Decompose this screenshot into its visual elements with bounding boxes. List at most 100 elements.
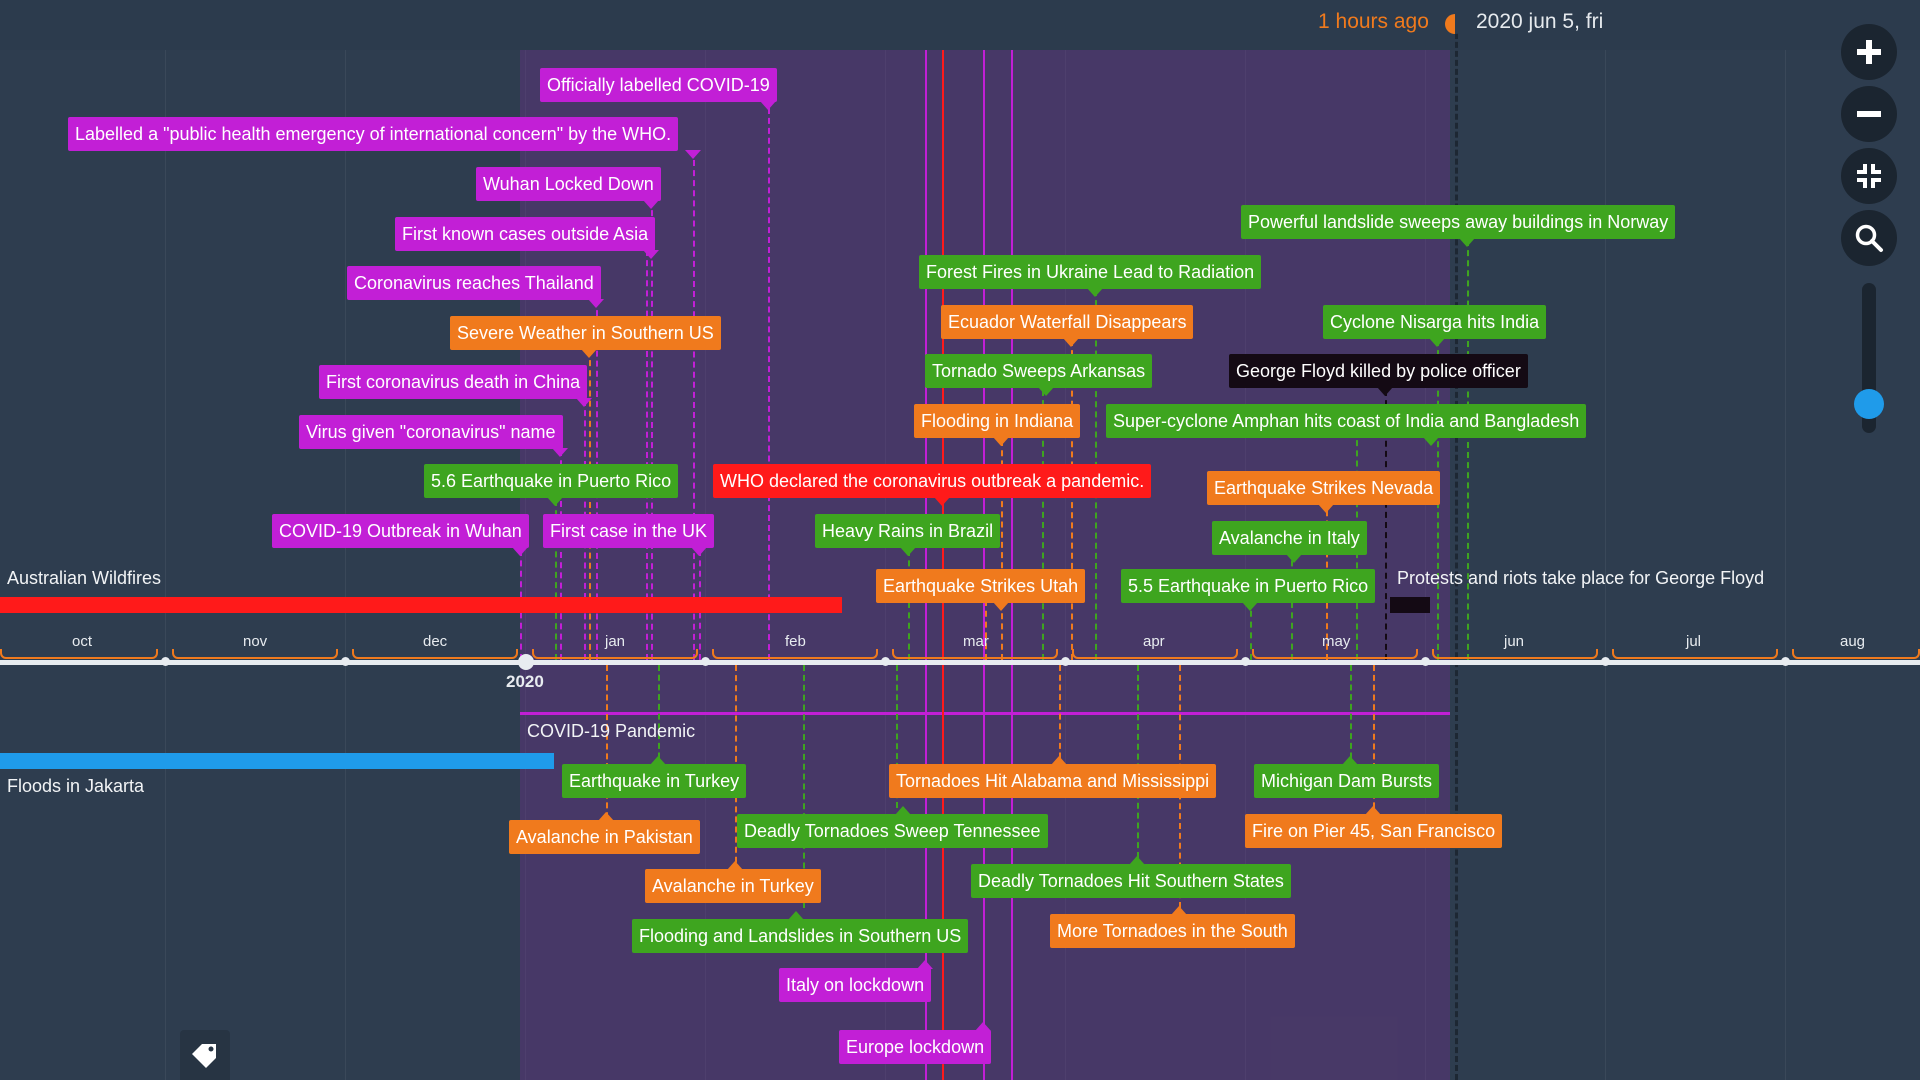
event-earthquake-puerto-rico-5-5[interactable]: 5.5 Earthquake in Puerto Rico bbox=[1121, 569, 1376, 611]
event-stem bbox=[1385, 390, 1387, 660]
current-time-marker bbox=[1445, 14, 1465, 34]
month-bracket bbox=[1252, 649, 1418, 659]
event-officially-labelled-covid[interactable]: Officially labelled COVID-19 bbox=[540, 68, 777, 110]
event-who-pandemic[interactable]: WHO declared the coronavirus outbreak a … bbox=[713, 464, 1152, 506]
event-earthquake-utah[interactable]: Earthquake Strikes Utah bbox=[876, 569, 1086, 611]
event-forest-fires-ukraine[interactable]: Forest Fires in Ukraine Lead to Radiatio… bbox=[919, 255, 1262, 297]
event-heavy-rains-brazil[interactable]: Heavy Rains in Brazil bbox=[815, 514, 1001, 556]
event-avalanche-pakistan[interactable]: Avalanche in Pakistan bbox=[509, 812, 700, 854]
event-fire-pier-45[interactable]: Fire on Pier 45, San Francisco bbox=[1245, 806, 1503, 848]
event-stem bbox=[1291, 550, 1293, 660]
tag-icon bbox=[192, 1044, 216, 1068]
month-label: nov bbox=[243, 633, 268, 650]
month-tick bbox=[881, 657, 890, 666]
month-gridline bbox=[885, 50, 886, 1080]
event-tornadoes-tennessee[interactable]: Deadly Tornadoes Sweep Tennessee bbox=[737, 806, 1048, 848]
event-first-case-uk[interactable]: First case in the UK bbox=[543, 514, 715, 556]
period-label-wildfires: Australian Wildfires bbox=[7, 568, 162, 588]
event-tornado-arkansas[interactable]: Tornado Sweeps Arkansas bbox=[925, 354, 1153, 396]
event-virus-named[interactable]: Virus given "coronavirus" name bbox=[299, 415, 568, 457]
event-avalanche-italy[interactable]: Avalanche in Italy bbox=[1212, 521, 1367, 563]
event-first-coronavirus-death[interactable]: First coronavirus death in China bbox=[319, 365, 593, 407]
event-stem bbox=[1071, 340, 1073, 660]
event-stem bbox=[1250, 600, 1252, 660]
year-label: 2020 bbox=[506, 672, 544, 691]
event-stem bbox=[1059, 665, 1061, 778]
event-italy-lockdown[interactable]: Italy on lockdown bbox=[779, 960, 934, 1002]
event-first-cases-outside-asia[interactable]: First known cases outside Asia bbox=[395, 217, 660, 259]
event-flooding-indiana[interactable]: Flooding in Indiana bbox=[914, 404, 1081, 446]
month-label: jun bbox=[1504, 633, 1525, 650]
period-bar-wildfires[interactable] bbox=[0, 597, 842, 613]
event-ecuador-waterfall[interactable]: Ecuador Waterfall Disappears bbox=[941, 305, 1194, 347]
event-stem bbox=[1137, 665, 1139, 858]
month-tick bbox=[341, 657, 350, 666]
month-gridline bbox=[1065, 50, 1066, 1080]
period-bar-floyd[interactable] bbox=[1390, 597, 1430, 613]
relative-time: 1 hours ago bbox=[1318, 10, 1429, 33]
event-more-tornadoes-south[interactable]: More Tornadoes in the South bbox=[1050, 906, 1295, 948]
event-stem bbox=[896, 665, 898, 808]
event-stem bbox=[908, 550, 910, 660]
event-earthquake-turkey[interactable]: Earthquake in Turkey bbox=[562, 756, 747, 798]
event-earthquake-nevada[interactable]: Earthquake Strikes Nevada bbox=[1207, 471, 1441, 513]
event-cyclone-nisarga[interactable]: Cyclone Nisarga hits India bbox=[1323, 305, 1547, 347]
europe-lockdown-line bbox=[983, 50, 985, 1080]
event-stem bbox=[658, 665, 660, 778]
event-who-emergency[interactable]: Labelled a "public health emergency of i… bbox=[68, 117, 702, 159]
event-stem bbox=[768, 108, 770, 660]
event-stem bbox=[1001, 440, 1003, 660]
search-icon bbox=[1855, 224, 1883, 252]
month-bracket bbox=[1432, 649, 1598, 659]
year-marker bbox=[518, 654, 534, 670]
event-avalanche-turkey[interactable]: Avalanche in Turkey bbox=[645, 861, 821, 903]
zoom-slider-handle[interactable] bbox=[1854, 389, 1884, 419]
month-bracket bbox=[712, 649, 878, 659]
plus-icon bbox=[1857, 40, 1881, 64]
month-bracket bbox=[892, 649, 1058, 659]
event-earthquake-puerto-rico-5-6[interactable]: 5.6 Earthquake in Puerto Rico bbox=[424, 464, 679, 506]
event-wuhan-locked-down[interactable]: Wuhan Locked Down bbox=[476, 167, 661, 209]
event-coronavirus-thailand[interactable]: Coronavirus reaches Thailand bbox=[347, 266, 604, 308]
period-bar-jakarta[interactable] bbox=[0, 753, 554, 769]
month-bracket bbox=[532, 649, 698, 659]
fit-to-screen-button[interactable] bbox=[1841, 148, 1897, 204]
event-stem bbox=[1042, 390, 1044, 660]
month-label: oct bbox=[72, 633, 93, 650]
month-gridline bbox=[1425, 50, 1426, 1080]
event-landslide-norway[interactable]: Powerful landslide sweeps away buildings… bbox=[1241, 205, 1676, 247]
zoom-out-button[interactable] bbox=[1841, 86, 1897, 142]
month-tick bbox=[1601, 657, 1610, 666]
event-tornadoes-alabama[interactable]: Tornadoes Hit Alabama and Mississippi bbox=[889, 756, 1217, 798]
event-super-cyclone-amphan[interactable]: Super-cyclone Amphan hits coast of India… bbox=[1106, 404, 1587, 446]
month-label: jan bbox=[605, 633, 626, 650]
time-axis[interactable] bbox=[0, 660, 1920, 665]
event-europe-lockdown[interactable]: Europe lockdown bbox=[839, 1022, 992, 1064]
month-gridline bbox=[1605, 50, 1606, 1080]
minus-icon bbox=[1857, 111, 1881, 117]
event-george-floyd[interactable]: George Floyd killed by police officer bbox=[1229, 354, 1528, 396]
month-bracket bbox=[352, 649, 518, 659]
event-flooding-landslides-us[interactable]: Flooding and Landslides in Southern US bbox=[632, 911, 969, 953]
search-button[interactable] bbox=[1841, 210, 1897, 266]
month-tick bbox=[1781, 657, 1790, 666]
event-michigan-dam[interactable]: Michigan Dam Bursts bbox=[1254, 756, 1440, 798]
event-severe-weather-southern-us[interactable]: Severe Weather in Southern US bbox=[450, 316, 721, 358]
period-label-jakarta: Floods in Jakarta bbox=[7, 776, 145, 796]
event-stem bbox=[1373, 665, 1375, 828]
event-stem bbox=[560, 450, 562, 660]
month-bracket bbox=[0, 649, 158, 659]
top-bar bbox=[0, 0, 1920, 50]
month-label: aug bbox=[1840, 633, 1866, 650]
month-tick bbox=[1421, 657, 1430, 666]
event-deadly-tornadoes-southern[interactable]: Deadly Tornadoes Hit Southern States bbox=[971, 856, 1291, 898]
event-covid-outbreak-wuhan[interactable]: COVID-19 Outbreak in Wuhan bbox=[272, 514, 529, 556]
tags-button[interactable] bbox=[180, 1030, 230, 1080]
month-label: may bbox=[1322, 633, 1351, 650]
month-label: jul bbox=[1686, 633, 1702, 650]
current-time-line bbox=[1455, 15, 1458, 1080]
event-stem bbox=[646, 250, 648, 660]
month-gridline bbox=[165, 50, 166, 1080]
zoom-in-button[interactable] bbox=[1841, 24, 1897, 80]
